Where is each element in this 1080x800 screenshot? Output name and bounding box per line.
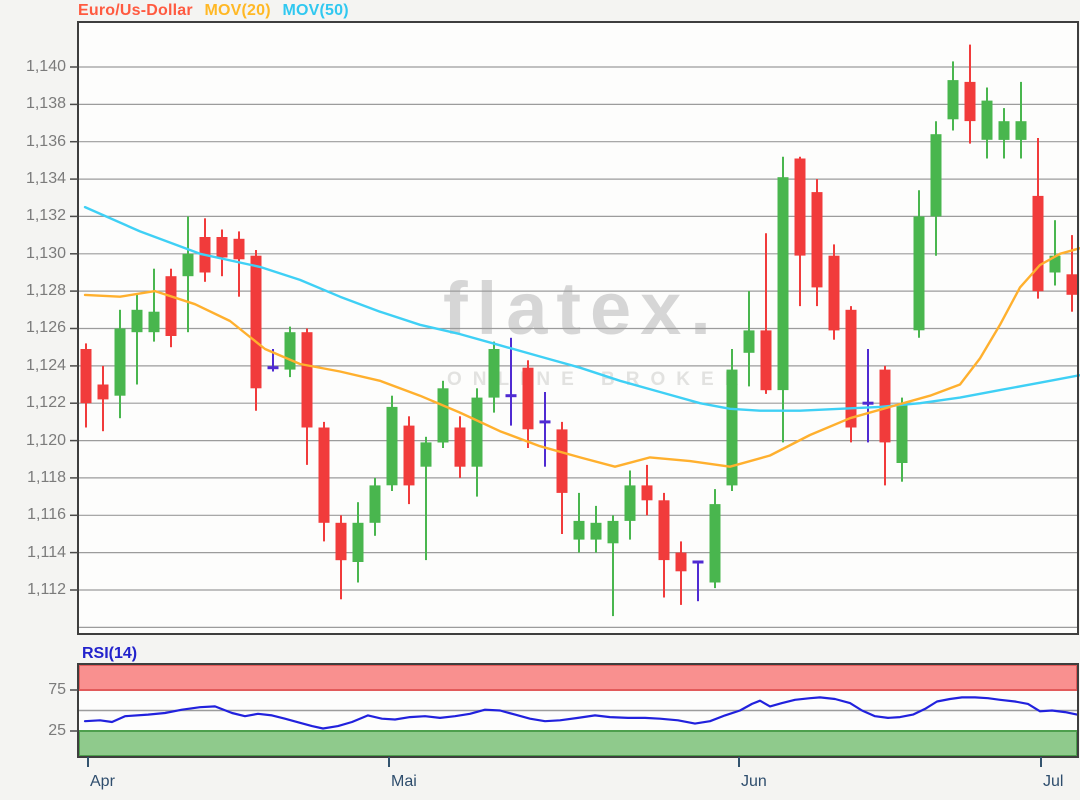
mov20-line [83,246,1080,468]
month-label: Jun [741,773,767,790]
price-axis-label: 1,118 [27,469,66,486]
price-axis-label: 1,116 [27,506,66,523]
candle-body [420,442,432,467]
candle-body [369,485,381,523]
candle-body [675,552,687,572]
price-axis-label: 1,128 [25,282,66,299]
price-axis-label: 1,134 [25,170,66,187]
candle-body [811,192,823,288]
candle-body [947,80,959,120]
candle-body [216,237,228,258]
candle-body [573,520,585,540]
candle-body [1049,255,1061,273]
candle-body [964,81,976,122]
doji-candle-bar [692,560,704,564]
candle-body [114,328,126,396]
rsi-overbought-label: 75 [48,681,66,698]
price-axis-label: 1,112 [27,581,66,598]
candle-body [641,485,653,501]
month-label: Apr [90,773,115,790]
candle-body [794,158,806,256]
doji-candle-bar [505,394,517,398]
candle-body [318,427,330,523]
doji-candle-bar [862,401,874,405]
doji-candle-bar [539,420,551,424]
mov50-line [83,205,1080,412]
rsi-overbought-band [78,664,1078,691]
candle-body [403,425,415,486]
rsi-panel-border [77,663,1079,758]
candle-body [182,253,194,277]
candle-body [896,405,908,463]
candle-body [998,121,1010,140]
candle-body [335,522,347,561]
candle-body [930,134,942,217]
candle-body [777,177,789,391]
legend-mov20-label: MOV(20) [204,2,271,19]
price-axis-label: 1,122 [25,394,66,411]
rsi-line [83,696,1079,730]
candle-body [913,216,925,331]
candle-body [1032,195,1044,292]
price-axis-label: 1,136 [25,133,66,150]
doji-candle-bar [267,366,279,370]
candle-body [386,406,398,486]
candle-body [301,332,313,428]
price-axis-label: 1,132 [25,207,66,224]
candle-body [437,388,449,443]
candle-body [607,520,619,544]
month-label: Jul [1043,773,1064,790]
candle-body [131,309,143,333]
candle-body [726,369,738,486]
candle-body [233,238,245,260]
candle-body [97,384,109,400]
candle-body [743,330,755,353]
candle-body [981,100,993,140]
price-axis-label: 1,140 [25,58,66,75]
rsi-oversold-label: 25 [48,722,66,739]
chart-legend: Euro/Us-Dollar MOV(20) MOV(50) [78,2,356,20]
price-axis-label: 1,126 [25,319,66,336]
candle-body [454,427,466,467]
legend-symbol-label: Euro/Us-Dollar [78,2,193,19]
candle-body [165,276,177,336]
flatex-watermark-tagline: ONLINE BROKER [447,369,750,390]
rsi-oversold-band [78,730,1078,757]
month-label: Mai [391,773,417,790]
flatex-watermark-logo: flatex. [443,267,720,350]
price-axis-label: 1,130 [25,245,66,262]
candle-body [709,504,721,583]
price-axis-label: 1,114 [27,544,66,561]
candle-body [760,330,772,391]
candle-body [1015,121,1027,140]
candle-body [624,485,636,521]
candle-body [556,429,568,493]
rsi-indicator-label: RSI(14) [82,645,138,662]
candle-body [590,522,602,540]
candle-body [148,311,160,333]
price-axis-label: 1,124 [25,357,66,374]
candle-body [352,522,364,562]
candle-body [828,255,840,331]
candle-body [658,500,670,561]
candle-body [488,349,500,398]
candle-body [284,332,296,370]
candle-body [80,349,92,404]
candle-body [845,309,857,428]
price-axis-label: 1,138 [25,95,66,112]
candle-body [250,255,262,389]
candle-body [522,367,534,430]
candle-body [471,397,483,467]
candle-body [1066,274,1078,295]
legend-mov50-label: MOV(50) [282,2,349,19]
price-axis-label: 1,120 [25,432,66,449]
